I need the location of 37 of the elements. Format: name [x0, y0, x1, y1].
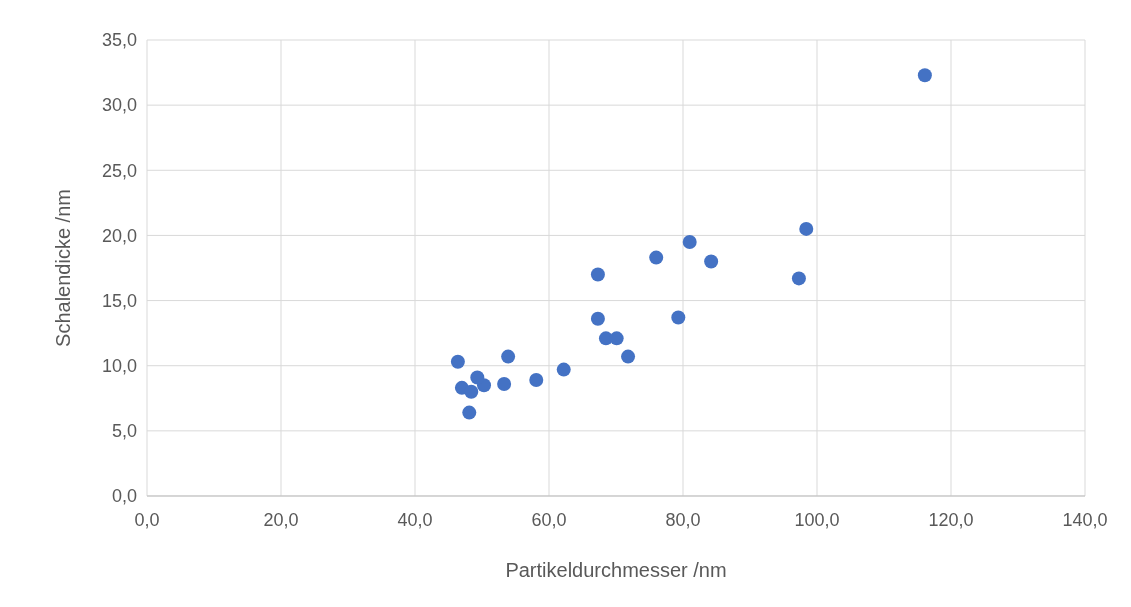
- point: [799, 221, 814, 236]
- x-tick-label: 100,0: [794, 510, 840, 530]
- point: [671, 310, 686, 325]
- point: [917, 68, 932, 83]
- y-tick-label: 35,0: [101, 30, 137, 51]
- point: [470, 370, 485, 385]
- point: [497, 376, 512, 391]
- y-tick-label: 15,0: [101, 290, 137, 311]
- x-tick-label: 80,0: [665, 510, 701, 530]
- y-tick-label: 30,0: [101, 95, 137, 116]
- x-tick-label: 60,0: [531, 510, 567, 530]
- y-axis-title: Schalendicke /nm: [52, 189, 74, 347]
- point: [556, 362, 571, 377]
- y-tick-label: 10,0: [101, 356, 137, 377]
- point: [621, 349, 636, 364]
- point: [501, 349, 516, 364]
- point: [682, 234, 697, 249]
- point: [704, 254, 719, 269]
- point: [529, 373, 544, 388]
- y-tick-label: 5,0: [111, 421, 137, 442]
- point: [464, 384, 479, 399]
- point: [649, 250, 664, 265]
- x-axis-title: Partikeldurchmesser /nm: [505, 559, 727, 581]
- x-tick-label: 20,0: [263, 510, 299, 530]
- point: [590, 267, 605, 282]
- x-tick-label: 0,0: [134, 510, 160, 530]
- x-tick-label: 120,0: [928, 510, 974, 530]
- x-tick-label: 140,0: [1062, 510, 1108, 530]
- point: [609, 331, 624, 346]
- y-tick-label: 25,0: [101, 160, 137, 181]
- point: [590, 311, 605, 326]
- x-tick-label: 40,0: [397, 510, 433, 530]
- point: [462, 405, 477, 420]
- y-tick-label: 20,0: [101, 225, 137, 246]
- point: [450, 354, 465, 369]
- point: [791, 271, 806, 286]
- y-tick-label: 0,0: [111, 486, 137, 507]
